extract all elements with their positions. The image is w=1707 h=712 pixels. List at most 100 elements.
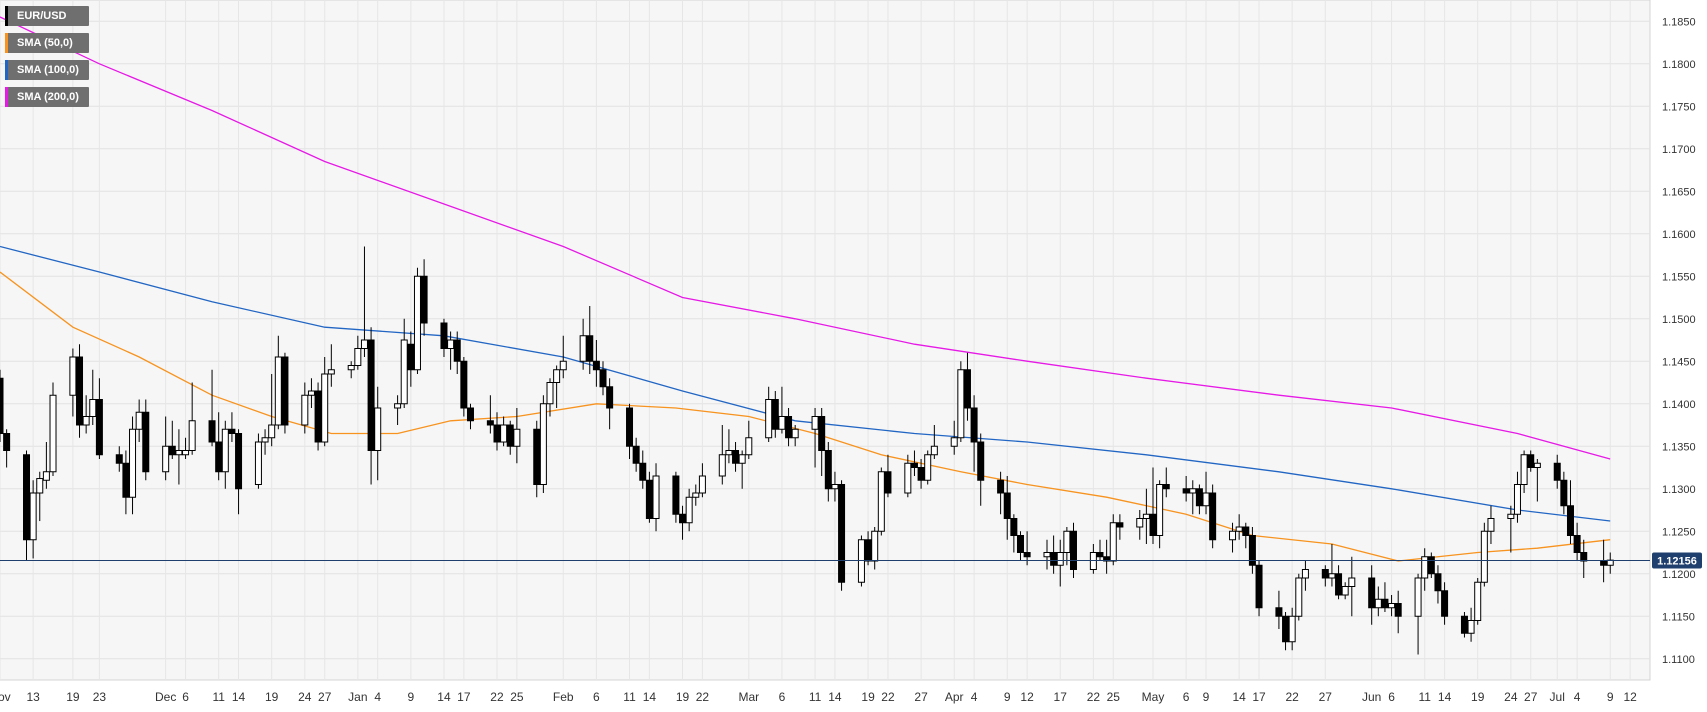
y-tick-label: 1.1250 [1662, 526, 1696, 538]
legend-item[interactable]: SMA (50,0) [5, 33, 89, 53]
candle-body [1242, 526, 1250, 536]
candle-body [864, 539, 872, 562]
candle-body [360, 339, 368, 349]
x-tick-label: 11 [1418, 690, 1431, 704]
candle-body [1414, 577, 1422, 617]
candle-body [771, 399, 779, 430]
candle-body [1301, 569, 1309, 579]
candle-body [977, 441, 985, 481]
x-tick-label: 17 [1054, 690, 1068, 704]
candle-body [1136, 518, 1144, 528]
legend-swatch [5, 33, 8, 53]
legend-item[interactable]: SMA (200,0) [5, 87, 89, 107]
x-tick-label: Jun [1362, 690, 1381, 704]
x-tick-label: 27 [318, 690, 332, 704]
x-tick-label: 12 [1020, 690, 1034, 704]
y-tick-label: 1.1500 [1662, 314, 1696, 326]
candle-body [957, 369, 965, 439]
candle-body [592, 360, 600, 371]
candle-body [1156, 484, 1164, 536]
x-tick-label: 17 [1252, 690, 1266, 704]
candle-body [89, 399, 97, 417]
candle-body [1003, 492, 1011, 519]
candle-body [559, 360, 567, 371]
candle-body [1374, 598, 1382, 609]
candle-body [1209, 492, 1217, 541]
legend-item[interactable]: SMA (100,0) [5, 60, 89, 80]
y-tick-label: 1.1850 [1662, 16, 1696, 28]
candle-body [1202, 492, 1210, 507]
candle-body [221, 428, 229, 473]
sma-line [0, 16, 1611, 460]
candle-body [215, 441, 223, 473]
legend-item[interactable]: EUR/USD [5, 6, 89, 26]
candle-body [997, 479, 1005, 494]
candle-body [407, 343, 415, 371]
x-tick-label: Apr [945, 690, 964, 704]
x-tick-label: 22 [1285, 690, 1299, 704]
sma-line [0, 245, 1611, 522]
candle-body [1010, 518, 1018, 536]
candle-body [1248, 535, 1256, 566]
candle-body [1348, 577, 1356, 587]
x-tick-label: 11 [623, 690, 636, 704]
legend-label: SMA (200,0) [17, 91, 79, 103]
x-tick-label: 19 [676, 690, 690, 704]
candle-body [818, 416, 826, 451]
x-tick-label: 22 [490, 690, 504, 704]
candle-body [3, 433, 11, 451]
y-tick-label: 1.1750 [1662, 101, 1696, 113]
candle-body [1089, 552, 1097, 570]
candle-body [1328, 573, 1336, 579]
candle-body [553, 369, 561, 383]
candle-body [546, 382, 554, 405]
candle-body [672, 475, 680, 515]
x-tick-label: 25 [510, 690, 524, 704]
candle-body [76, 356, 84, 426]
candle-body [831, 484, 839, 490]
candle-body [1109, 522, 1117, 562]
x-tick-label: 9 [1203, 690, 1210, 704]
candle-body [228, 428, 236, 434]
candle-body [301, 394, 309, 426]
candle-body [162, 445, 170, 473]
x-tick-label: 27 [1524, 690, 1538, 704]
x-tick-label: 9 [1607, 690, 1614, 704]
candle-body [261, 437, 269, 443]
y-tick-label: 1.1650 [1662, 186, 1696, 198]
candle-body [698, 475, 706, 494]
candle-body [1388, 603, 1396, 609]
candle-body [632, 445, 640, 464]
y-tick-label: 1.1700 [1662, 144, 1696, 156]
x-tick-label: 19 [1471, 690, 1485, 704]
x-tick-label: 14 [437, 690, 451, 704]
candle-body [354, 348, 362, 366]
x-tick-label: Feb [553, 690, 574, 704]
candle-body [745, 437, 753, 456]
candle-body [1142, 513, 1150, 519]
candle-body [1566, 505, 1574, 536]
candle-body [1480, 530, 1488, 583]
candle-body [1580, 552, 1588, 562]
candle-body [42, 471, 50, 481]
candle-body [23, 454, 31, 541]
chart-legend: EUR/USD SMA (50,0) SMA (100,0) SMA (200,0) [5, 6, 89, 114]
candle-body [1255, 564, 1263, 609]
candle-body [500, 424, 508, 443]
y-tick-label: 1.1300 [1662, 484, 1696, 496]
x-tick-label: 14 [828, 690, 842, 704]
x-tick-label: 4 [1574, 690, 1581, 704]
candle-body [579, 335, 587, 362]
candle-body [321, 373, 329, 443]
x-tick-label: 24 [298, 690, 312, 704]
candle-body [1182, 488, 1190, 494]
candle-body [347, 365, 355, 371]
candle-body [1474, 581, 1482, 621]
candle-body [493, 424, 501, 443]
y-tick-label: 1.1400 [1662, 399, 1696, 411]
candle-body [732, 450, 740, 464]
candle-body [857, 539, 865, 583]
y-tick-label: 1.1800 [1662, 59, 1696, 71]
candle-body [447, 339, 455, 349]
